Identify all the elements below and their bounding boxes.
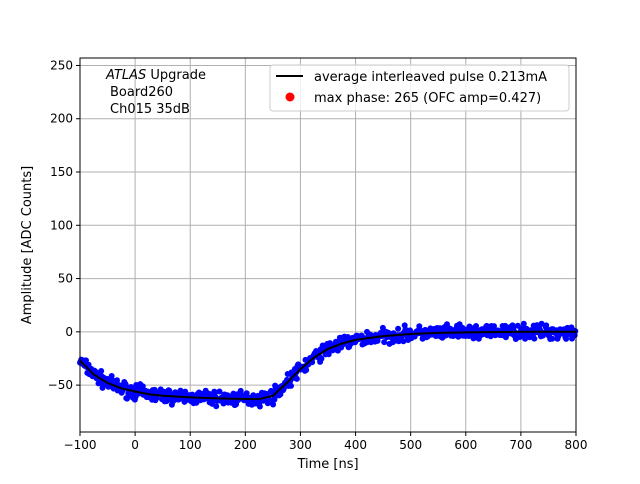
y-tick-label: 0 bbox=[65, 325, 73, 339]
sample-point bbox=[520, 320, 527, 327]
sample-point bbox=[288, 382, 294, 389]
sample-point bbox=[491, 323, 497, 330]
x-tick-label: −100 bbox=[64, 438, 97, 452]
x-tick-label: 400 bbox=[344, 438, 367, 452]
sample-point bbox=[531, 335, 538, 342]
sample-point bbox=[318, 355, 325, 362]
sample-point bbox=[216, 388, 223, 395]
x-axis-label: Time [ns] bbox=[296, 457, 358, 472]
annotation-upgrade: Upgrade bbox=[146, 68, 206, 83]
x-tick-label: 200 bbox=[234, 438, 257, 452]
sample-point bbox=[514, 322, 521, 329]
sample-point bbox=[473, 323, 480, 329]
y-tick-label: 50 bbox=[58, 272, 73, 286]
sample-point bbox=[256, 403, 263, 410]
x-axis-ticks: −100 0 100 200 300 400 500 600 700 800 bbox=[64, 432, 588, 452]
y-tick-label: 150 bbox=[50, 165, 73, 179]
sample-point bbox=[303, 367, 310, 373]
y-tick-label: 200 bbox=[50, 112, 73, 126]
sample-point bbox=[213, 403, 220, 410]
annotation-channel: Ch015 35dB bbox=[110, 102, 190, 117]
sample-point bbox=[175, 396, 182, 403]
x-tick-label: 700 bbox=[509, 438, 532, 452]
y-tick-label: 250 bbox=[50, 58, 73, 72]
sample-scatter bbox=[77, 320, 579, 410]
y-tick-label: −50 bbox=[48, 378, 73, 392]
sample-point bbox=[98, 368, 105, 374]
x-tick-label: 600 bbox=[454, 438, 477, 452]
annotation: ATLAS Upgrade Board260 Ch015 35dB bbox=[105, 68, 206, 117]
sample-point bbox=[293, 375, 300, 382]
y-tick-label: 100 bbox=[50, 218, 73, 232]
legend-label-average: average interleaved pulse 0.213mA bbox=[314, 70, 547, 85]
x-tick-label: 100 bbox=[179, 438, 202, 452]
legend: average interleaved pulse 0.213mA max ph… bbox=[269, 64, 570, 112]
sample-point bbox=[381, 339, 388, 346]
sample-point bbox=[114, 377, 120, 384]
legend-box bbox=[269, 64, 570, 112]
x-tick-label: 0 bbox=[131, 438, 139, 452]
x-tick-label: 800 bbox=[565, 438, 588, 452]
sample-point bbox=[270, 401, 277, 408]
y-axis-label: Amplitude [ADC Counts] bbox=[20, 166, 35, 324]
sample-point bbox=[139, 383, 146, 390]
sample-point bbox=[108, 373, 115, 379]
sample-point bbox=[543, 322, 550, 329]
sample-point bbox=[83, 357, 89, 364]
x-tick-label: 300 bbox=[289, 438, 312, 452]
average-pulse-line bbox=[79, 330, 576, 400]
annotation-board: Board260 bbox=[110, 85, 173, 100]
legend-marker-swatch bbox=[285, 92, 295, 102]
sample-point bbox=[395, 325, 402, 332]
annotation-atlas: ATLAS bbox=[105, 68, 146, 83]
sample-point bbox=[549, 335, 556, 342]
plot-frame bbox=[79, 57, 577, 433]
sample-point bbox=[400, 338, 407, 345]
y-axis-ticks: −50 0 50 100 150 200 250 bbox=[48, 58, 80, 392]
x-tick-label: 500 bbox=[399, 438, 422, 452]
sample-point bbox=[563, 335, 570, 342]
legend-label-max-phase: max phase: 265 (OFC amp=0.427) bbox=[314, 91, 541, 106]
svg-text:ATLAS Upgrade: ATLAS Upgrade bbox=[105, 68, 206, 83]
